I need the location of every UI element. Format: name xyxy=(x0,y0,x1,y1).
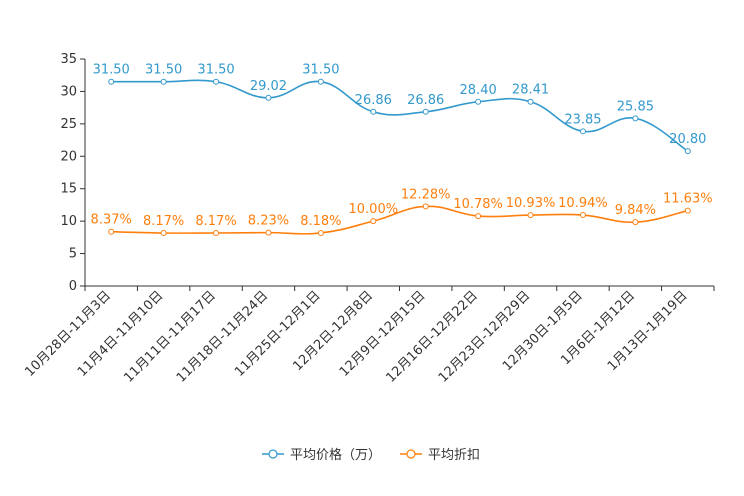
x-tick-label: 12月16日-12月22日 xyxy=(383,288,480,385)
series-2-data-label: 9.84% xyxy=(615,203,656,218)
legend-label-1: 平均价格（万） xyxy=(290,447,381,463)
series-2-data-label: 11.63% xyxy=(663,192,713,207)
series-2-point xyxy=(265,229,272,236)
x-tick-label: 11月11日-11月17日 xyxy=(121,288,218,385)
series-2-point xyxy=(317,229,324,236)
series-2-data-label: 12.28% xyxy=(401,187,451,202)
series-1-data-label: 26.86 xyxy=(407,93,444,108)
y-tick-label: 20 xyxy=(60,149,77,164)
series-2-point xyxy=(684,207,691,214)
x-tick-label: 12月23日-12月29日 xyxy=(436,288,533,385)
series-2-data-label: 10.94% xyxy=(558,196,608,211)
series-1-point xyxy=(475,98,482,105)
series-1-point xyxy=(527,98,534,105)
series-1-point xyxy=(108,78,115,85)
y-tick-label: 25 xyxy=(60,117,77,132)
series-2-point xyxy=(579,212,586,219)
series-1-data-label: 31.50 xyxy=(197,63,234,78)
series-2-point xyxy=(527,212,534,219)
series-2-point xyxy=(475,213,482,220)
series-1-point xyxy=(579,128,586,135)
y-tick-label: 0 xyxy=(69,279,77,294)
series-1-point xyxy=(632,115,639,122)
series-2-line xyxy=(111,205,688,235)
legend-label-2: 平均折扣 xyxy=(428,448,480,463)
y-tick-label: 15 xyxy=(60,182,77,197)
series-1-data-label: 31.50 xyxy=(302,63,339,78)
series-2-point xyxy=(370,218,377,225)
series-2-data-label: 10.93% xyxy=(506,196,556,211)
legend-marker-1 xyxy=(268,449,278,459)
series-1-data-label: 28.40 xyxy=(460,83,497,98)
series-2-point xyxy=(213,230,220,237)
series-2-data-label: 8.17% xyxy=(143,214,184,229)
y-tick-label: 35 xyxy=(60,52,77,67)
series-2-data-label: 8.23% xyxy=(248,214,289,229)
series-2-data-label: 8.37% xyxy=(91,213,132,228)
series-1-point xyxy=(684,148,691,155)
x-tick-label: 11月18日-11月24日 xyxy=(174,288,271,385)
series-1-point xyxy=(370,108,377,115)
series-2-point xyxy=(632,219,639,226)
series-2-data-label: 8.18% xyxy=(300,214,341,229)
y-tick-label: 10 xyxy=(60,214,77,229)
series-1-data-label: 28.41 xyxy=(512,83,549,98)
series-1-data-label: 25.85 xyxy=(617,99,654,114)
series-1-data-label: 26.86 xyxy=(355,93,392,108)
y-tick-label: 30 xyxy=(60,84,77,99)
series-2-point xyxy=(422,203,429,210)
series-1-data-label: 23.85 xyxy=(564,112,601,127)
series-1-point xyxy=(160,78,167,85)
series-2-data-label: 8.17% xyxy=(195,214,236,229)
series-1-point xyxy=(422,108,429,115)
y-tick-label: 5 xyxy=(69,247,77,262)
x-tick-label: 10月28日-11月3日 xyxy=(22,288,114,380)
series-1-point xyxy=(317,78,324,85)
series-2-data-label: 10.00% xyxy=(349,202,399,217)
series-1-point xyxy=(265,94,272,101)
series-1-point xyxy=(213,78,220,85)
legend-marker-2 xyxy=(406,449,416,459)
series-2-point xyxy=(160,230,167,237)
series-1-data-label: 29.02 xyxy=(250,79,287,94)
series-1-data-label: 31.50 xyxy=(93,63,130,78)
series-2-data-label: 10.78% xyxy=(453,197,503,212)
series-1-data-label: 20.80 xyxy=(669,132,706,147)
series-1-data-label: 31.50 xyxy=(145,63,182,78)
series-2-point xyxy=(108,228,115,235)
